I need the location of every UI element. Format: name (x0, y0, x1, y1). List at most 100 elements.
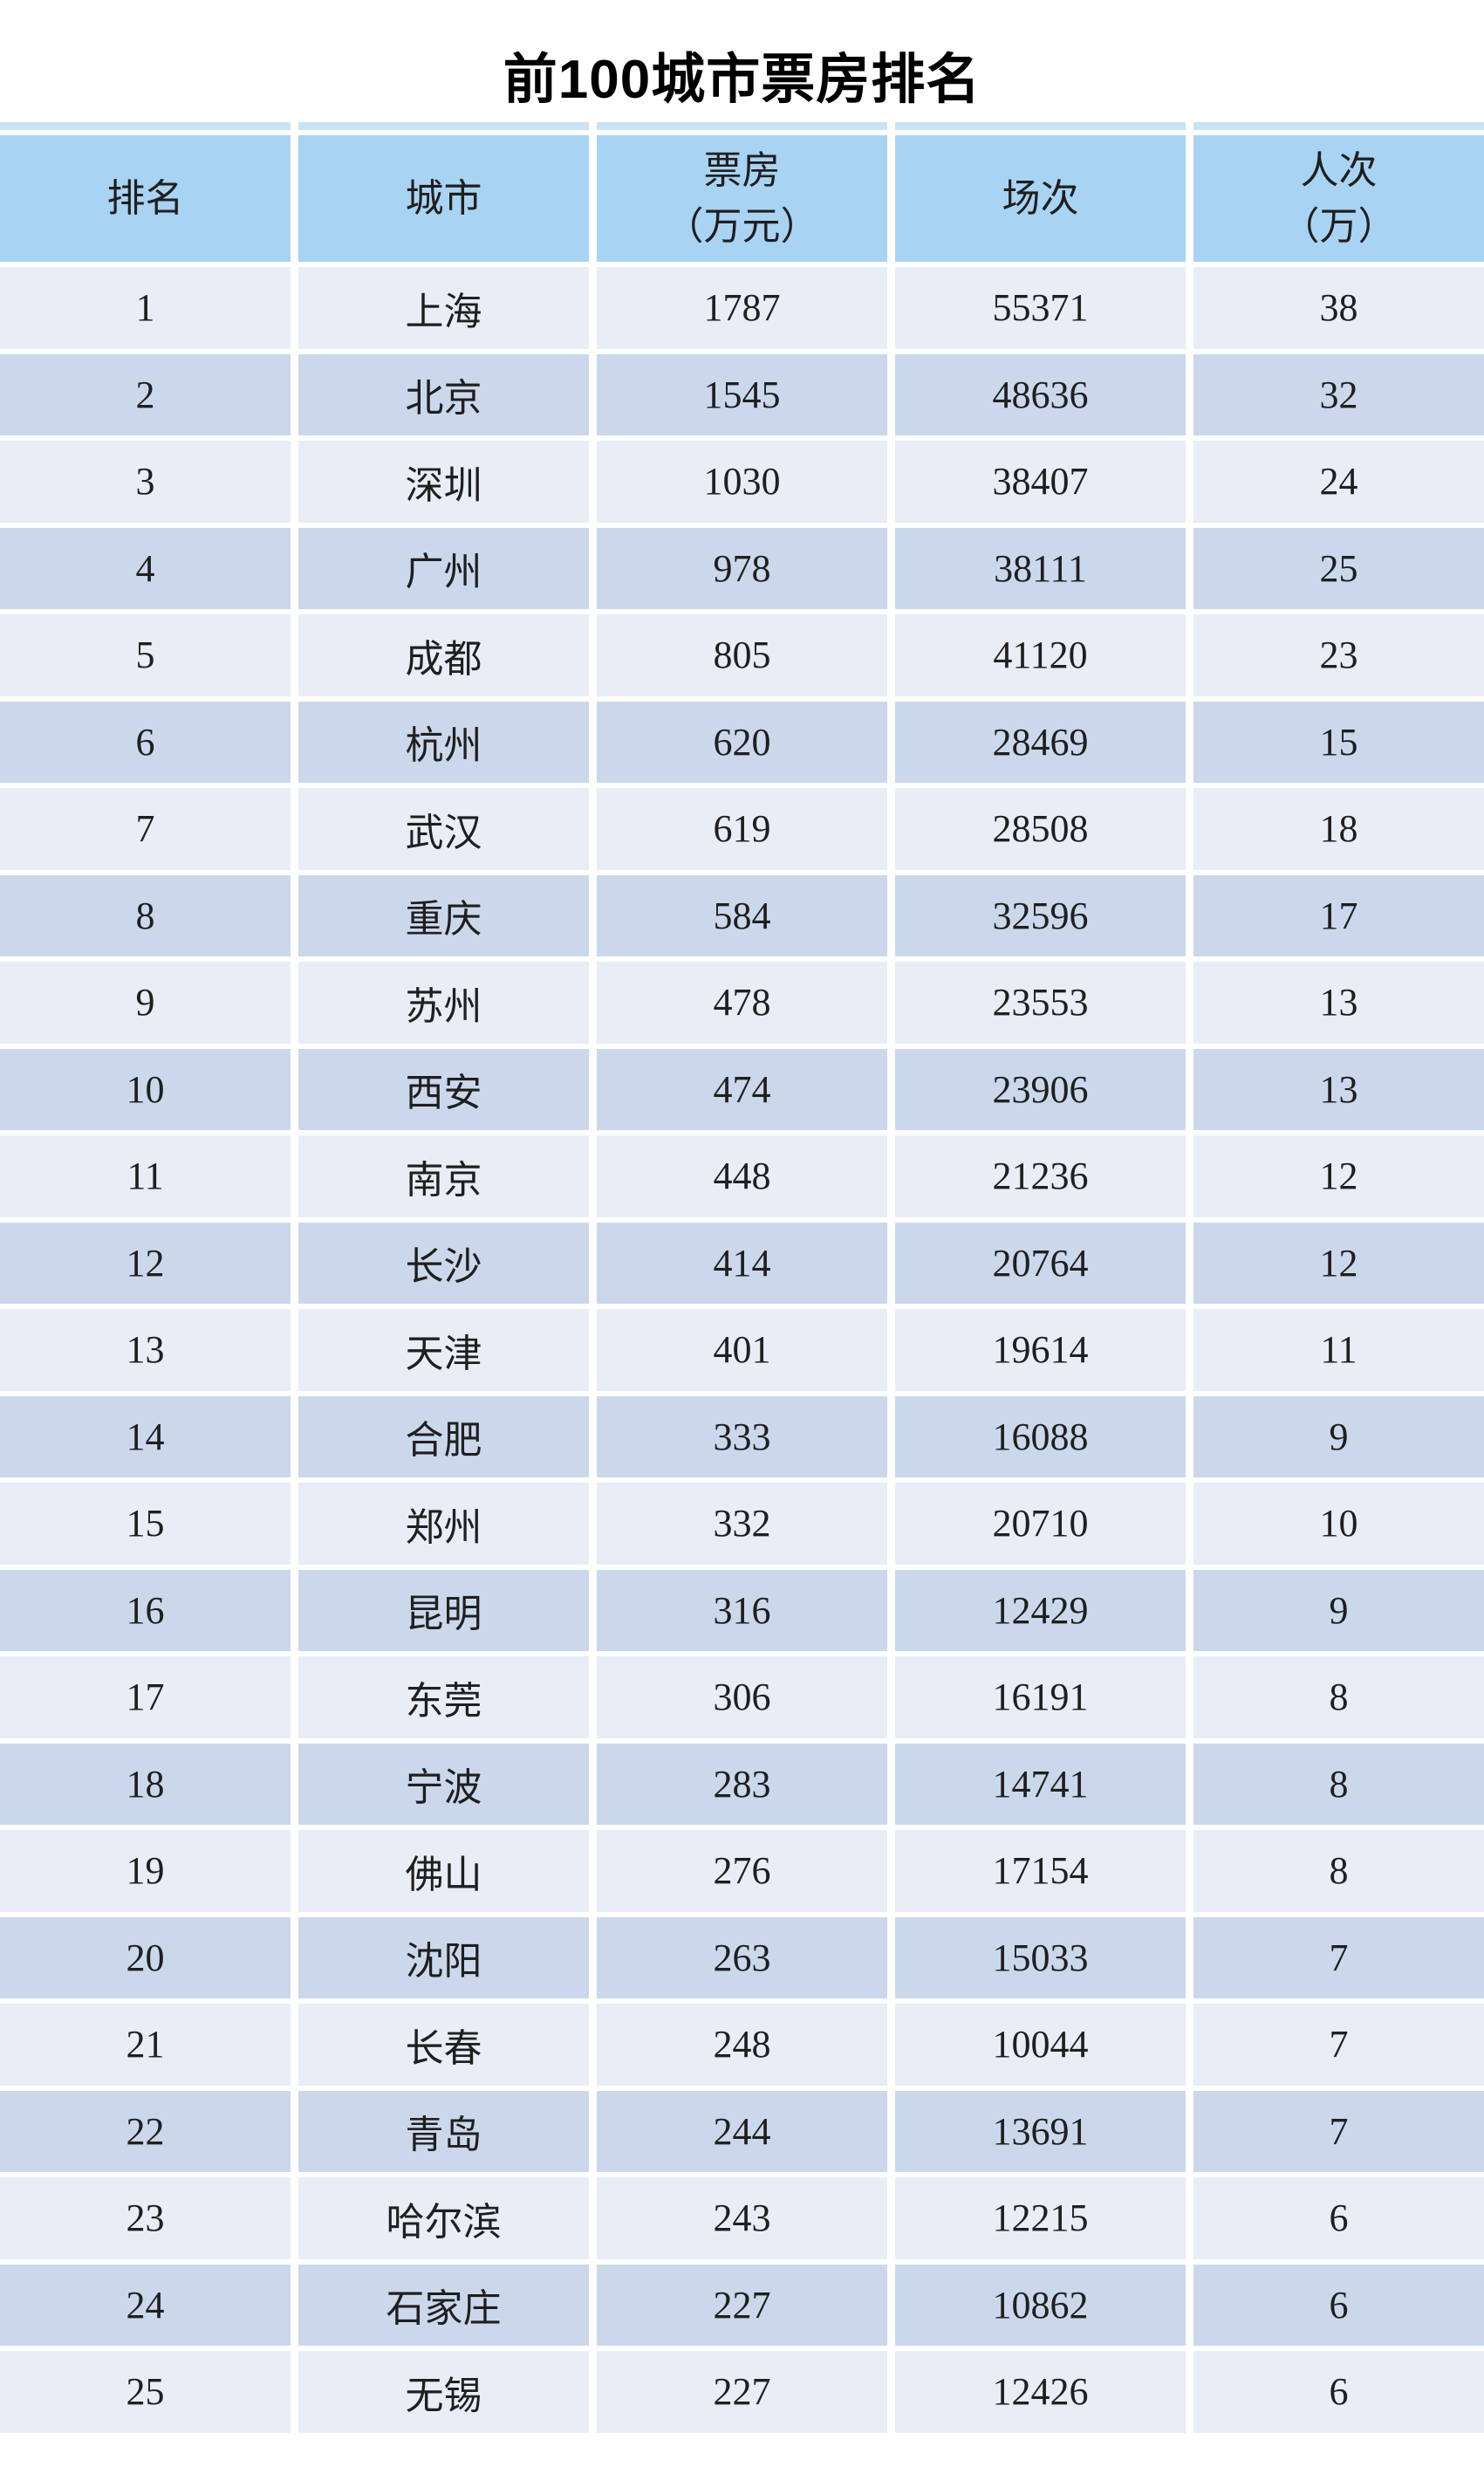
cell-boxoffice: 1545 (597, 353, 887, 435)
column-header-sessions: 场次 (895, 135, 1186, 262)
cell-rank: 2 (0, 353, 291, 435)
cell-city: 南京 (298, 1135, 589, 1217)
cell-attendance: 9 (1193, 1569, 1484, 1651)
cell-attendance: 25 (1193, 527, 1484, 609)
cell-city: 佛山 (298, 1830, 589, 1912)
cell-rank: 11 (0, 1135, 291, 1217)
cell-attendance: 17 (1193, 874, 1484, 956)
cell-city: 深圳 (298, 441, 589, 523)
cell-boxoffice: 276 (597, 1830, 887, 1912)
cell-city: 青岛 (298, 2090, 589, 2172)
cell-attendance: 15 (1193, 701, 1484, 783)
cell-sessions: 32596 (895, 874, 1186, 956)
cell-attendance: 8 (1193, 1830, 1484, 1912)
cell-boxoffice: 333 (597, 1395, 887, 1477)
cell-city: 东莞 (298, 1656, 589, 1738)
cell-rank: 4 (0, 527, 291, 609)
cell-rank: 23 (0, 2177, 291, 2259)
cell-city: 天津 (298, 1309, 589, 1391)
cell-city: 哈尔滨 (298, 2177, 589, 2259)
cell-rank: 10 (0, 1048, 291, 1130)
cell-boxoffice: 244 (597, 2090, 887, 2172)
cell-rank: 3 (0, 441, 291, 523)
cell-boxoffice: 619 (597, 788, 887, 870)
cell-sessions: 20710 (895, 1483, 1186, 1565)
cell-sessions: 15033 (895, 1916, 1186, 1998)
cell-rank: 12 (0, 1222, 291, 1304)
column-header-attendance: 人次 （万） (1193, 135, 1484, 262)
cell-boxoffice: 263 (597, 1916, 887, 1998)
cell-boxoffice: 316 (597, 1569, 887, 1651)
cell-sessions: 13691 (895, 2090, 1186, 2172)
cell-sessions: 38407 (895, 441, 1186, 523)
cell-rank: 20 (0, 1916, 291, 1998)
cell-attendance: 6 (1193, 2177, 1484, 2259)
cell-city: 西安 (298, 1048, 589, 1130)
cell-boxoffice: 227 (597, 2351, 887, 2433)
cell-attendance: 7 (1193, 1916, 1484, 1998)
page-title: 前100城市票房排名 (503, 50, 981, 110)
cell-sessions: 28508 (895, 788, 1186, 870)
cell-rank: 16 (0, 1569, 291, 1651)
cell-attendance: 12 (1193, 1222, 1484, 1304)
cell-rank: 8 (0, 874, 291, 956)
cell-boxoffice: 332 (597, 1483, 887, 1565)
cell-attendance: 18 (1193, 788, 1484, 870)
cell-rank: 17 (0, 1656, 291, 1738)
cell-boxoffice: 478 (597, 962, 887, 1044)
cell-sessions: 10044 (895, 2004, 1186, 2086)
table-top-strip-cell (597, 122, 887, 130)
cell-sessions: 17154 (895, 1830, 1186, 1912)
cell-city: 武汉 (298, 788, 589, 870)
cell-rank: 19 (0, 1830, 291, 1912)
cell-rank: 22 (0, 2090, 291, 2172)
cell-boxoffice: 227 (597, 2264, 887, 2346)
table-top-strip-cell (298, 122, 589, 130)
cell-boxoffice: 306 (597, 1656, 887, 1738)
cell-city: 长春 (298, 2004, 589, 2086)
cell-boxoffice: 620 (597, 701, 887, 783)
cell-boxoffice: 248 (597, 2004, 887, 2086)
cell-rank: 21 (0, 2004, 291, 2086)
cell-sessions: 16191 (895, 1656, 1186, 1738)
column-header-boxoffice: 票房 （万元） (597, 135, 887, 262)
cell-city: 沈阳 (298, 1916, 589, 1998)
cell-city: 郑州 (298, 1483, 589, 1565)
cell-city: 上海 (298, 267, 589, 349)
cell-boxoffice: 1030 (597, 441, 887, 523)
cell-sessions: 23553 (895, 962, 1186, 1044)
cell-boxoffice: 474 (597, 1048, 887, 1130)
cell-attendance: 7 (1193, 2004, 1484, 2086)
cell-attendance: 11 (1193, 1309, 1484, 1391)
cell-boxoffice: 584 (597, 874, 887, 956)
cell-attendance: 9 (1193, 1395, 1484, 1477)
cell-rank: 6 (0, 701, 291, 783)
cell-sessions: 28469 (895, 701, 1186, 783)
cell-sessions: 23906 (895, 1048, 1186, 1130)
cell-attendance: 23 (1193, 614, 1484, 696)
cell-sessions: 12429 (895, 1569, 1186, 1651)
table-top-strip-cell (895, 122, 1186, 130)
cell-attendance: 24 (1193, 441, 1484, 523)
cell-attendance: 12 (1193, 1135, 1484, 1217)
column-header-rank: 排名 (0, 135, 291, 262)
cell-sessions: 55371 (895, 267, 1186, 349)
cell-rank: 9 (0, 962, 291, 1044)
cell-rank: 1 (0, 267, 291, 349)
cell-rank: 14 (0, 1395, 291, 1477)
table-top-strip-cell (0, 122, 291, 130)
cell-sessions: 19614 (895, 1309, 1186, 1391)
cell-city: 广州 (298, 527, 589, 609)
cell-attendance: 32 (1193, 353, 1484, 435)
cell-attendance: 8 (1193, 1743, 1484, 1825)
cell-boxoffice: 414 (597, 1222, 887, 1304)
cell-city: 无锡 (298, 2351, 589, 2433)
column-header-city: 城市 (298, 135, 589, 262)
cell-sessions: 38111 (895, 527, 1186, 609)
cell-sessions: 12426 (895, 2351, 1186, 2433)
cell-rank: 7 (0, 788, 291, 870)
cell-boxoffice: 805 (597, 614, 887, 696)
cell-attendance: 13 (1193, 1048, 1484, 1130)
table-top-strip-cell (1193, 122, 1484, 130)
cell-sessions: 10862 (895, 2264, 1186, 2346)
